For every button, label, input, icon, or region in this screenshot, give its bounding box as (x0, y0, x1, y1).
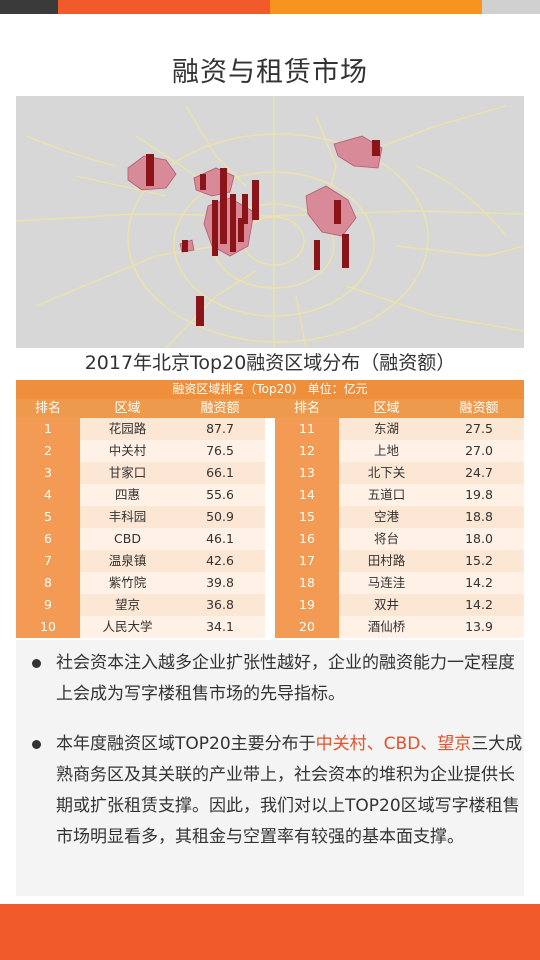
beijing-map (16, 96, 524, 348)
table-row: 2 中关村 76.5 12 上地 27.0 (16, 440, 524, 462)
top-bar-dark-segment (0, 0, 58, 14)
rank-cell: 18 (275, 572, 339, 594)
rank-cell: 10 (16, 616, 80, 638)
rank-cell: 2 (16, 440, 80, 462)
area-cell: 五道口 (339, 484, 434, 506)
amount-cell: 19.8 (434, 484, 524, 506)
rank-cell: 13 (275, 462, 339, 484)
amount-cell: 18.0 (434, 528, 524, 550)
area-cell: 北下关 (339, 462, 434, 484)
bullet-dot (32, 659, 41, 668)
amount-cell: 46.1 (175, 528, 265, 550)
top-bar-gray-segment (482, 0, 540, 14)
amount-cell: 87.7 (175, 418, 265, 440)
rank-cell: 15 (275, 506, 339, 528)
area-cell: 丰科园 (80, 506, 175, 528)
table-row: 4 四惠 55.6 14 五道口 19.8 (16, 484, 524, 506)
rank-cell: 20 (275, 616, 339, 638)
amount-cell: 36.8 (175, 594, 265, 616)
area-cell: 四惠 (80, 484, 175, 506)
area-cell: 马连洼 (339, 572, 434, 594)
header-area: 区域 (114, 401, 141, 416)
bullet-2-pre: 本年度融资区域TOP20主要分布于 (56, 734, 316, 754)
table-row: 3 甘家口 66.1 13 北下关 24.7 (16, 462, 524, 484)
bullet-text-2: 本年度融资区域TOP20主要分布于中关村、CBD、望京三大成熟商务区及其关联的产… (56, 729, 526, 853)
table-row: 10 人民大学 34.1 20 酒仙桥 13.9 (16, 616, 524, 638)
area-cell: 紫竹院 (80, 572, 175, 594)
rank-cell: 3 (16, 462, 80, 484)
bullet-text-1: 社会资本注入越多企业扩张性越好，企业的融资能力一定程度上会成为写字楼租售市场的先… (56, 653, 515, 704)
rank-cell: 12 (275, 440, 339, 462)
rank-cell: 14 (275, 484, 339, 506)
bullet-2-post: 三大成熟商务区及其关联的产业带上，社会资本的堆积为企业提供长期或扩张租赁支撑。因… (56, 734, 523, 847)
amount-cell: 13.9 (434, 616, 524, 638)
rank-cell: 6 (16, 528, 80, 550)
bottom-color-bar (0, 904, 540, 960)
rank-cell: 5 (16, 506, 80, 528)
area-cell: 甘家口 (80, 462, 175, 484)
rank-cell: 1 (16, 418, 80, 440)
area-cell: 空港 (339, 506, 434, 528)
rank-cell: 19 (275, 594, 339, 616)
table-row: 8 紫竹院 39.8 18 马连洼 14.2 (16, 572, 524, 594)
amount-cell: 24.7 (434, 462, 524, 484)
table-row: 1 花园路 87.7 11 东湖 27.5 (16, 418, 524, 440)
rank-cell: 4 (16, 484, 80, 506)
table-row: 6 CBD 46.1 16 将台 18.0 (16, 528, 524, 550)
top-bar-red-segment (58, 0, 270, 14)
area-cell: CBD (80, 528, 175, 550)
amount-cell: 66.1 (175, 462, 265, 484)
top-color-bar (0, 0, 540, 14)
area-cell: 双井 (339, 594, 434, 616)
area-cell: 中关村 (80, 440, 175, 462)
rank-cell: 9 (16, 594, 80, 616)
area-cell: 花园路 (80, 418, 175, 440)
header-rank: 排名 (34, 401, 61, 416)
table-caption: 融资区域排名（Top20） 单位：亿元 (16, 380, 524, 399)
rank-cell: 7 (16, 550, 80, 572)
header-amount-2: 融资额 (459, 401, 499, 416)
bullet-section: 社会资本注入越多企业扩张性越好，企业的融资能力一定程度上会成为写字楼租售市场的先… (16, 640, 524, 896)
amount-cell: 14.2 (434, 572, 524, 594)
amount-cell: 34.1 (175, 616, 265, 638)
amount-cell: 27.5 (434, 418, 524, 440)
header-area-2: 区域 (373, 401, 400, 416)
amount-cell: 42.6 (175, 550, 265, 572)
area-cell: 东湖 (339, 418, 434, 440)
rank-cell: 17 (275, 550, 339, 572)
area-cell: 人民大学 (80, 616, 175, 638)
amount-cell: 18.8 (434, 506, 524, 528)
amount-cell: 27.0 (434, 440, 524, 462)
rank-cell: 16 (275, 528, 339, 550)
table-row: 9 望京 36.8 19 双井 14.2 (16, 594, 524, 616)
top-bar-orange-segment (270, 0, 482, 14)
table-body: 1 花园路 87.7 11 东湖 27.5 2 中关村 76.5 12 上地 27.0 3 甘家口 66.1… (16, 418, 524, 638)
area-cell: 将台 (339, 528, 434, 550)
amount-cell: 39.8 (175, 572, 265, 594)
table-header-row: 排名 区域 融资额 排名 区域 融资额 (16, 399, 524, 418)
amount-cell: 15.2 (434, 550, 524, 572)
table-row: 5 丰科园 50.9 15 空港 18.8 (16, 506, 524, 528)
area-cell: 田村路 (339, 550, 434, 572)
map-caption: 2017年北京Top20融资区域分布（融资额） (16, 348, 524, 378)
page-title: 融资与租赁市场 (172, 57, 368, 88)
financing-ranking-table: 融资区域排名（Top20） 单位：亿元 排名 区域 融资额 排名 区域 融资额 … (16, 380, 524, 638)
area-cell: 望京 (80, 594, 175, 616)
area-cell: 温泉镇 (80, 550, 175, 572)
header-amount: 融资额 (200, 401, 240, 416)
map-graphic (16, 96, 524, 348)
amount-cell: 55.6 (175, 484, 265, 506)
area-cell: 酒仙桥 (339, 616, 434, 638)
bullet-2-highlight: 中关村、CBD、望京 (315, 734, 472, 754)
header-rank-2: 排名 (293, 401, 320, 416)
rank-cell: 11 (275, 418, 339, 440)
rank-cell: 8 (16, 572, 80, 594)
amount-cell: 76.5 (175, 440, 265, 462)
area-cell: 上地 (339, 440, 434, 462)
table-row: 7 温泉镇 42.6 17 田村路 15.2 (16, 550, 524, 572)
amount-cell: 50.9 (175, 506, 265, 528)
amount-cell: 14.2 (434, 594, 524, 616)
bullet-dot (32, 740, 41, 749)
